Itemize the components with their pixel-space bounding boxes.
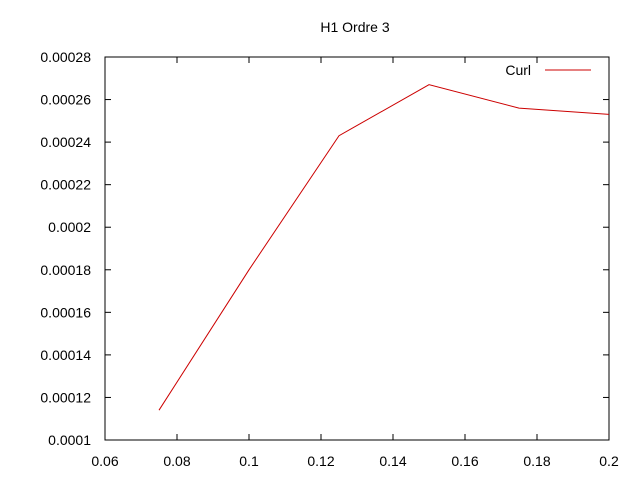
x-tick-label: 0.08 [163, 453, 190, 469]
y-tick-label: 0.00012 [40, 389, 91, 405]
x-tick-label: 0.1 [239, 453, 259, 469]
y-tick-label: 0.00026 [40, 92, 91, 108]
y-tick-label: 0.00018 [40, 262, 91, 278]
y-tick-label: 0.00016 [40, 304, 91, 320]
y-tick-label: 0.00022 [40, 177, 91, 193]
chart-title: H1 Ordre 3 [320, 19, 389, 35]
x-axis: 0.06 0.08 0.1 0.12 0.14 0.16 0.18 0.2 [91, 57, 619, 469]
y-tick-label: 0.0001 [48, 432, 91, 448]
series-layer [158, 84, 610, 411]
y-axis: 0.0001 0.00012 0.00014 0.00016 0.00018 0.0002… [40, 49, 609, 448]
legend: Curl [505, 62, 591, 78]
y-tick-label: 0.00014 [40, 347, 91, 363]
y-tick-label: 0.00024 [40, 134, 91, 150]
legend-label: Curl [505, 62, 531, 78]
y-tick-label: 0.0002 [48, 219, 91, 235]
x-tick-label: 0.06 [91, 453, 118, 469]
y-tick-label: 0.00028 [40, 49, 91, 65]
x-tick-label: 0.2 [599, 453, 619, 469]
x-tick-label: 0.12 [307, 453, 334, 469]
x-tick-label: 0.16 [451, 453, 478, 469]
series-line-curl [158, 84, 610, 411]
x-tick-label: 0.14 [379, 453, 406, 469]
plot-border [104, 56, 610, 441]
x-tick-label: 0.18 [523, 453, 550, 469]
plot-frame [104, 56, 610, 441]
